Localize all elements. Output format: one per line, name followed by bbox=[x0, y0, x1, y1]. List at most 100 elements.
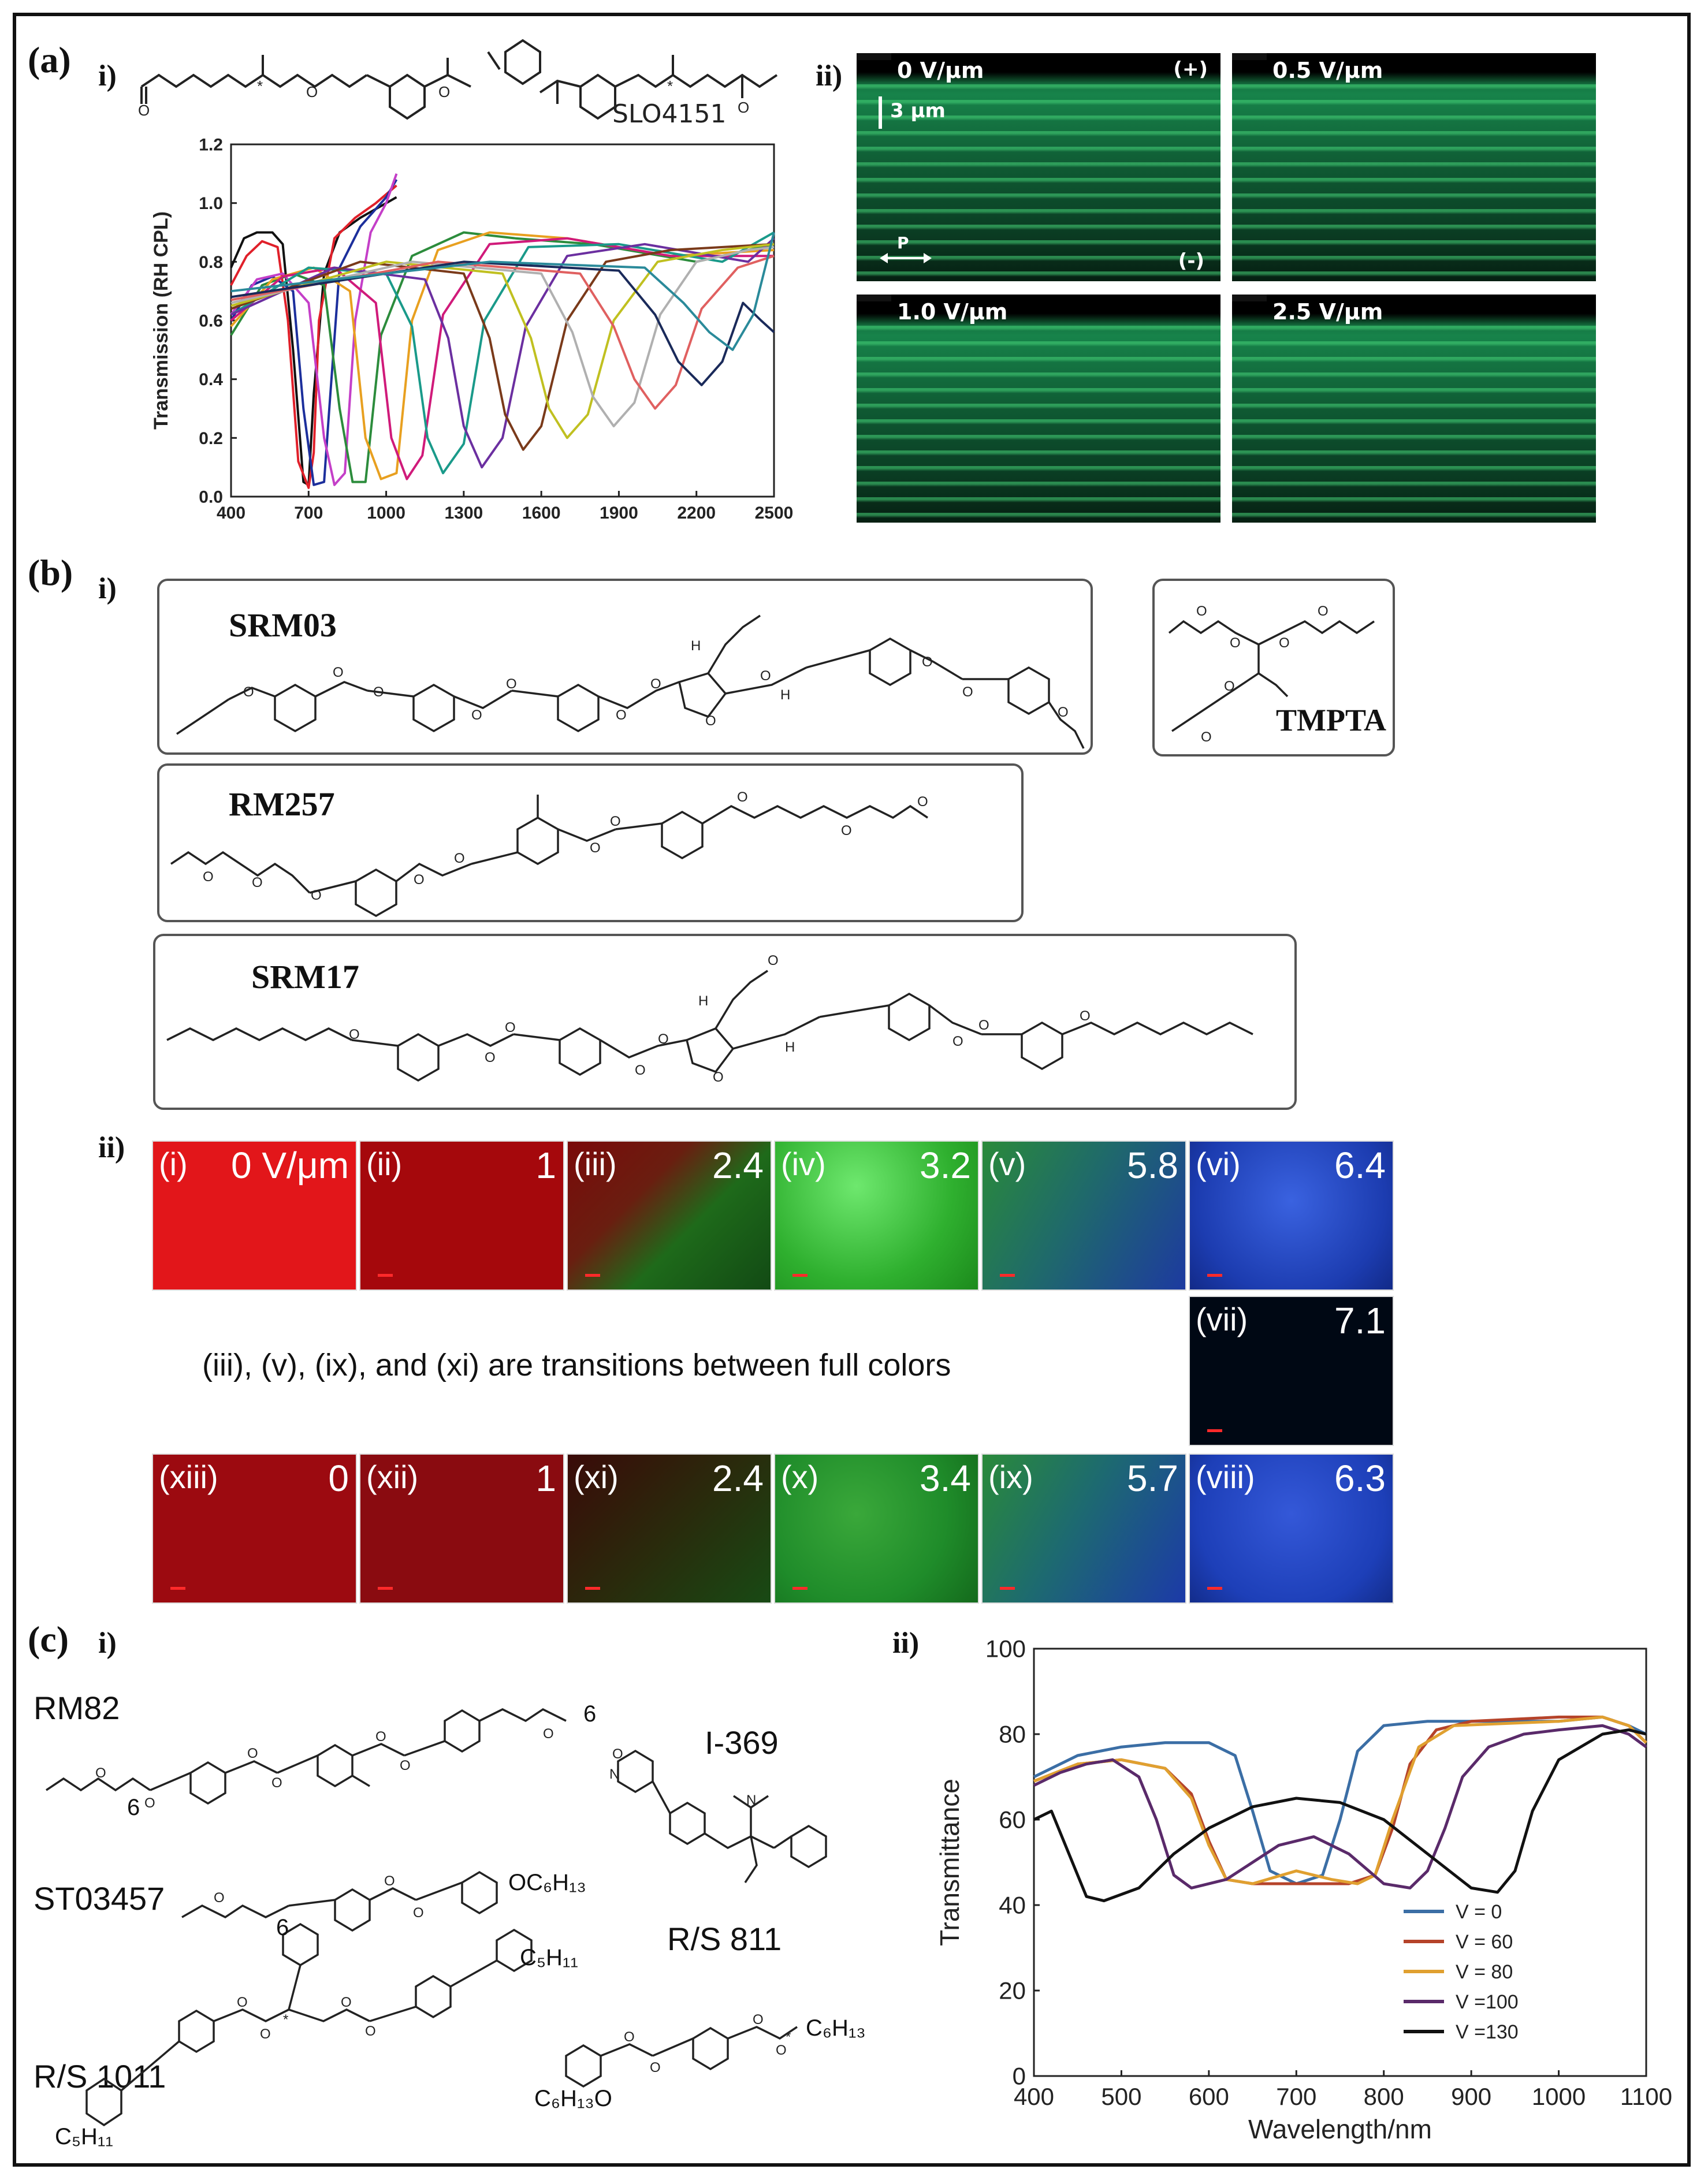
rs1011-c5h11-bottom: C₅H₁₁ bbox=[55, 2124, 113, 2149]
srm17-structure: OOO OOO HHO OOO bbox=[166, 953, 1253, 1085]
srm03-label: SRM03 bbox=[229, 606, 337, 644]
svg-text:O: O bbox=[952, 1034, 963, 1049]
svg-text:O: O bbox=[737, 789, 748, 805]
tile-ix-id: (ix) bbox=[988, 1459, 1033, 1495]
svg-text:O: O bbox=[214, 1890, 225, 1906]
series-line-0 bbox=[1033, 1715, 1647, 1885]
x-tick-label: 900 bbox=[1451, 2083, 1491, 2110]
scale-bar bbox=[879, 96, 882, 129]
series-line-10 bbox=[230, 243, 775, 439]
st03457-label: ST03457 bbox=[34, 1880, 165, 1917]
x-tick-label: 1900 bbox=[600, 504, 638, 523]
series-line-13 bbox=[230, 260, 775, 386]
svg-text:O: O bbox=[543, 1726, 554, 1742]
tile-iii: (iii) 2.4 bbox=[567, 1141, 772, 1291]
svg-text:O: O bbox=[306, 83, 318, 100]
y-tick-label: 0.4 bbox=[199, 370, 223, 389]
svg-text:O: O bbox=[650, 676, 661, 692]
series-line-1 bbox=[1033, 1715, 1647, 1885]
tile-vi-id: (vi) bbox=[1196, 1146, 1241, 1182]
micrograph-0-plus: (+) bbox=[1173, 58, 1208, 81]
st03457-six: 6 bbox=[276, 1915, 289, 1940]
legend-label-0: V = 0 bbox=[1456, 1901, 1502, 1923]
st03457-oc6h13: OC₆H₁₃ bbox=[508, 1870, 586, 1895]
svg-text:O: O bbox=[1230, 635, 1241, 651]
tmpta-label: TMPTA bbox=[1276, 703, 1386, 737]
rs811-c6h13o: C₆H₁₃O bbox=[534, 2086, 612, 2111]
svg-text:*: * bbox=[786, 2029, 791, 2045]
srm17-label: SRM17 bbox=[251, 958, 359, 996]
rm257-label: RM257 bbox=[229, 785, 335, 823]
y-tick-label: 0.8 bbox=[199, 253, 223, 272]
svg-text:O: O bbox=[144, 1795, 155, 1811]
svg-text:O: O bbox=[260, 2026, 271, 2042]
y-axis-label: Transmittance bbox=[935, 1779, 965, 1946]
slo4151-label: SLO4151 bbox=[612, 99, 727, 129]
svg-text:O: O bbox=[610, 814, 621, 829]
svg-text:O: O bbox=[1196, 603, 1207, 619]
x-tick-label: 600 bbox=[1189, 2083, 1229, 2110]
scale-bar bbox=[1207, 1587, 1222, 1590]
svg-text:O: O bbox=[776, 2043, 787, 2058]
x-tick-label: 800 bbox=[1364, 2083, 1404, 2110]
tile-ii-id: (ii) bbox=[366, 1146, 403, 1182]
transition-note: (iii), (v), (ix), and (xi) are transitio… bbox=[202, 1348, 951, 1382]
y-tick-label: 1.0 bbox=[199, 194, 223, 213]
scale-bar bbox=[1000, 1274, 1015, 1277]
plot-frame bbox=[1033, 1648, 1647, 2077]
x-tick-label: 700 bbox=[1276, 2083, 1316, 2110]
rm82-six-left: 6 bbox=[127, 1795, 140, 1820]
x-tick-label: 400 bbox=[217, 504, 245, 523]
svg-text:O: O bbox=[454, 851, 465, 866]
tile-vii: (vii) 7.1 bbox=[1189, 1296, 1394, 1446]
y-tick-label: 0 bbox=[1013, 2063, 1026, 2090]
scale-bar-label: 3 μm bbox=[890, 99, 946, 122]
micrograph-0-field: 0 V/μm bbox=[897, 58, 984, 83]
tile-x-value: 3.4 bbox=[920, 1458, 971, 1499]
tile-i: (i) 0 V/μm bbox=[152, 1141, 357, 1291]
x-tick-label: 2200 bbox=[677, 504, 716, 523]
svg-text:O: O bbox=[590, 840, 601, 856]
svg-text:O: O bbox=[349, 1027, 360, 1042]
svg-text:H: H bbox=[780, 687, 790, 703]
tile-ix: (ix) 5.7 bbox=[981, 1453, 1186, 1604]
svg-text:O: O bbox=[841, 823, 852, 838]
svg-text:O: O bbox=[1224, 679, 1235, 694]
svg-text:N: N bbox=[746, 1792, 756, 1808]
legend-label-4: V =130 bbox=[1456, 2021, 1519, 2043]
tile-xiii: (xiii) 0 bbox=[152, 1453, 357, 1604]
tile-xiii-value: 0 bbox=[328, 1458, 349, 1499]
tile-x-id: (x) bbox=[781, 1459, 819, 1495]
i369-label: I-369 bbox=[705, 1724, 779, 1761]
series-line-1 bbox=[230, 184, 397, 489]
tile-viii-id: (viii) bbox=[1196, 1459, 1255, 1495]
svg-text:O: O bbox=[962, 684, 973, 700]
x-axis-label: Wavelength/nm bbox=[1248, 2114, 1432, 2144]
svg-text:*: * bbox=[283, 2012, 288, 2028]
series-line-2 bbox=[230, 178, 398, 486]
tile-iv: (iv) 3.2 bbox=[774, 1141, 979, 1291]
rm82-six: 6 bbox=[583, 1701, 597, 1727]
srm03-box: SRM03 O O O O O O O O O H H bbox=[157, 579, 1093, 755]
svg-text:O: O bbox=[760, 668, 771, 684]
tile-iii-value: 2.4 bbox=[712, 1145, 764, 1186]
svg-text:O: O bbox=[95, 1765, 106, 1781]
y-tick-label: 100 bbox=[985, 1637, 1026, 1663]
svg-text:O: O bbox=[624, 2029, 635, 2045]
polarizer-label: P bbox=[897, 233, 909, 252]
scale-bar bbox=[378, 1274, 393, 1277]
svg-text:O: O bbox=[738, 99, 749, 116]
tmpta-box: O O O O O O TMPTA bbox=[1152, 579, 1395, 756]
micrograph-05: 0.5 V/μm bbox=[1232, 53, 1596, 281]
rs1011-c5h11-top: C₅H₁₁ bbox=[520, 1945, 578, 1970]
svg-text:O: O bbox=[365, 2023, 376, 2039]
svg-text:O: O bbox=[768, 953, 779, 968]
x-tick-label: 1100 bbox=[1620, 2083, 1672, 2110]
tile-i-id: (i) bbox=[159, 1146, 188, 1182]
svg-text:O: O bbox=[1279, 635, 1290, 651]
x-tick-label: 1300 bbox=[444, 504, 483, 523]
y-tick-label: 0.0 bbox=[199, 488, 223, 507]
svg-text:O: O bbox=[506, 676, 517, 692]
micrograph-10-field: 1.0 V/μm bbox=[897, 299, 1008, 325]
